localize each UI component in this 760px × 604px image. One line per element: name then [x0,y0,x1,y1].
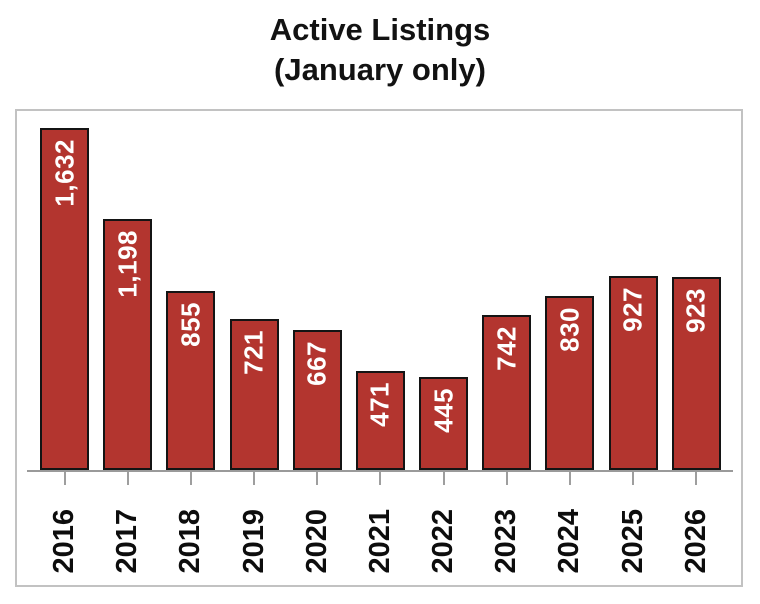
bar-value-label: 667 [301,341,332,386]
bar-value-label: 855 [175,302,206,347]
x-axis-label-text: 2017 [111,508,144,574]
axis-tick [316,472,319,485]
x-axis-label-2025: 2025 [609,495,658,587]
x-axis-line [27,470,733,472]
x-axis-label-2023: 2023 [482,495,531,587]
bar-value-label: 471 [364,382,395,427]
bar-value-label: 721 [238,330,269,375]
x-axis-label-2024: 2024 [545,495,594,587]
bar-2017: 1,198 [103,219,153,470]
chart-frame: 1,632 2016 1,198 2017 855 2018 721 2019 667 2020 4… [15,109,743,587]
bar-2025: 927 [608,276,658,470]
plot-area: 1,632 2016 1,198 2017 855 2018 721 2019 667 2020 4… [17,111,741,585]
axis-tick [189,472,192,485]
bar-value-label: 923 [680,288,711,333]
axis-tick [126,472,129,485]
axis-tick [63,472,66,485]
x-axis-label-2026: 2026 [672,495,721,587]
bar-value-label: 445 [428,388,459,433]
x-axis-label-text: 2022 [427,508,460,574]
x-axis-label-text: 2025 [616,508,649,574]
bar-2016: 1,632 [40,128,89,470]
x-axis-label-text: 2020 [300,508,333,574]
bar-2021: 471 [355,371,405,470]
x-axis-label-text: 2023 [490,508,523,574]
bar-value-label: 927 [617,287,648,332]
x-axis-label-text: 2018 [174,508,207,574]
axis-tick [253,472,255,485]
x-axis-label-2020: 2020 [293,495,342,587]
bar-2018: 855 [166,291,216,470]
axis-tick [379,472,382,485]
chart-title-line1: Active Listings [269,12,491,47]
chart-title: Active Listings (January only) [0,10,760,90]
bar-2023: 742 [482,315,532,470]
axis-tick [442,472,445,485]
chart-title-line2: (January only) [274,52,486,87]
bar-2024: 830 [545,296,595,470]
bar-value-label: 1,632 [49,139,79,207]
x-axis-label-2018: 2018 [166,495,215,587]
axis-tick [505,472,508,485]
axis-tick [632,472,635,485]
x-axis-label-text: 2019 [237,508,270,574]
bar-2019: 721 [229,319,279,470]
bar-value-label: 742 [491,326,522,371]
bar-value-label: 1,198 [112,230,143,298]
x-axis-label-text: 2021 [363,508,396,574]
x-axis-label-2021: 2021 [356,495,405,587]
x-axis-label-text: 2016 [48,508,80,574]
x-axis-label-text: 2024 [553,508,586,574]
x-axis-label-2016: 2016 [40,495,89,587]
bar-2020: 667 [292,330,342,470]
axis-tick [568,472,571,485]
bar-2022: 445 [419,377,469,470]
x-axis-label-2019: 2019 [230,495,279,587]
bar-value-label: 830 [554,307,585,352]
bar-2026: 923 [671,277,721,470]
axis-tick [695,472,698,485]
x-axis-label-text: 2026 [679,508,712,574]
x-axis-label-2017: 2017 [103,495,152,587]
x-axis-label-2022: 2022 [419,495,468,587]
